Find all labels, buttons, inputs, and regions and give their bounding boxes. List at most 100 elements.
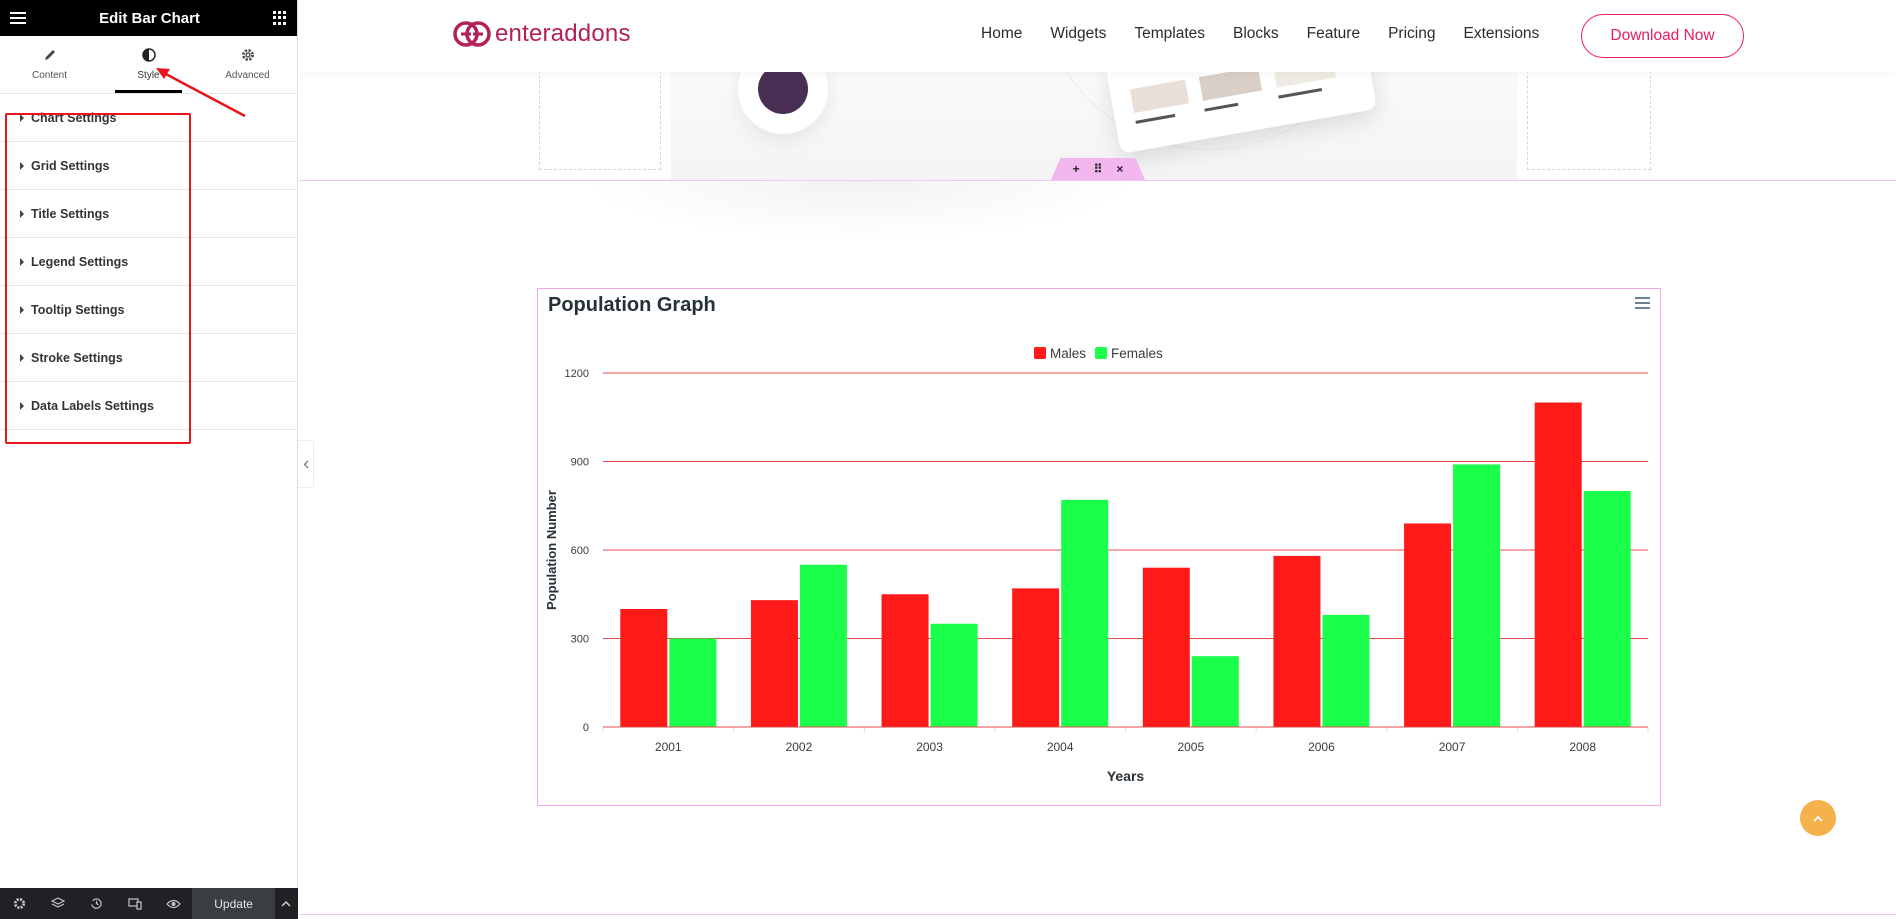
style-sections: Chart Settings Grid Settings Title Setti… [0, 94, 297, 430]
y-tick-label: 0 [583, 722, 589, 734]
tab-advanced[interactable]: Advanced [198, 36, 297, 93]
chart-title: Population Graph [548, 294, 716, 316]
section-data-labels-settings[interactable]: Data Labels Settings [0, 382, 297, 430]
caret-right-icon [20, 257, 24, 266]
preview-eye-icon[interactable] [154, 888, 192, 919]
x-tick-label: 2001 [655, 740, 682, 754]
legend-marker [1034, 347, 1046, 359]
bar-females [799, 564, 847, 727]
chevron-up-icon [1813, 815, 1823, 822]
add-section-icon[interactable]: + [1072, 162, 1080, 176]
tab-content[interactable]: Content [0, 36, 99, 93]
dashed-placeholder [1527, 60, 1651, 170]
x-tick-label: 2005 [1177, 740, 1204, 754]
caret-right-icon [20, 353, 24, 362]
responsive-icon[interactable] [115, 888, 153, 919]
bar-females [1453, 464, 1501, 727]
bar-males [1142, 567, 1190, 727]
nav-extensions[interactable]: Extensions [1463, 25, 1540, 42]
bar-females [930, 623, 978, 727]
section-grid-settings[interactable]: Grid Settings [0, 142, 297, 190]
x-tick-label: 2007 [1439, 740, 1466, 754]
panel-header: Edit Bar Chart [0, 0, 297, 36]
bar-males [1404, 523, 1452, 727]
section-label: Title Settings [31, 206, 110, 221]
x-tick-label: 2008 [1569, 740, 1596, 754]
download-now-button[interactable]: Download Now [1581, 14, 1744, 58]
bar-females [1583, 491, 1631, 727]
editor-panel: Edit Bar Chart Content Style Advanced Ch… [0, 0, 298, 919]
bar-females [669, 638, 717, 727]
contrast-icon [141, 48, 156, 66]
hamburger-menu-icon[interactable] [10, 12, 26, 24]
section-label: Chart Settings [31, 110, 117, 125]
chevron-left-icon [303, 460, 308, 468]
apps-grid-icon[interactable] [272, 11, 287, 25]
nav-templates[interactable]: Templates [1134, 25, 1206, 42]
enteraddons-logo-icon [453, 21, 491, 47]
history-icon[interactable] [77, 888, 115, 919]
section-border [299, 180, 1896, 181]
caret-right-icon [20, 113, 24, 122]
bar-males [620, 609, 668, 727]
tab-style[interactable]: Style [99, 36, 198, 93]
y-tick-label: 600 [571, 545, 589, 557]
section-stroke-settings[interactable]: Stroke Settings [0, 334, 297, 382]
y-tick-label: 1200 [565, 368, 589, 380]
x-axis-title: Years [1107, 768, 1145, 784]
site-navbar: enteraddons Home Widgets Templates Block… [299, 0, 1896, 72]
bar-males [1273, 555, 1321, 727]
section-label: Stroke Settings [31, 350, 123, 365]
bar-males [1534, 402, 1582, 727]
bar-males [750, 600, 798, 727]
caret-right-icon [20, 401, 24, 410]
tab-style-label: Style [137, 70, 160, 81]
nav-pricing[interactable]: Pricing [1388, 25, 1436, 42]
panel-tabs: Content Style Advanced [0, 36, 297, 94]
section-label: Grid Settings [31, 158, 110, 173]
pencil-icon [43, 48, 57, 66]
back-to-top-button[interactable] [1800, 800, 1836, 836]
play-icon [758, 64, 808, 114]
main-nav: Home Widgets Templates Blocks Feature Pr… [981, 25, 1567, 43]
section-label: Legend Settings [31, 254, 129, 269]
site-logo[interactable]: enteraddons [453, 17, 631, 51]
nav-blocks[interactable]: Blocks [1233, 25, 1279, 42]
nav-feature[interactable]: Feature [1306, 25, 1361, 42]
close-icon[interactable]: × [1116, 162, 1124, 176]
nav-home[interactable]: Home [981, 25, 1023, 42]
legend-label: Females [1111, 346, 1163, 361]
bar-chart-widget[interactable]: Population Graph 0 300 600 900 1200 2001 2002 2… [537, 288, 1661, 806]
drag-handle-icon[interactable]: ⠿ [1093, 162, 1103, 176]
settings-gear-icon[interactable] [0, 888, 38, 919]
section-label: Tooltip Settings [31, 302, 125, 317]
section-handle[interactable]: + ⠿ × [1051, 158, 1145, 180]
tab-content-label: Content [31, 70, 68, 81]
chart-menu-icon[interactable] [1635, 297, 1650, 309]
bar-males [881, 594, 929, 727]
gear-icon [241, 48, 255, 66]
x-tick-label: 2002 [786, 740, 813, 754]
nav-widgets[interactable]: Widgets [1050, 25, 1107, 42]
y-tick-label: 300 [571, 634, 589, 646]
tab-advanced-label: Advanced [225, 70, 270, 81]
x-tick-label: 2004 [1047, 740, 1074, 754]
chart-svg: 0 300 600 900 1200 2001 2002 2003 2004 2005 2006 20… [544, 346, 1649, 784]
section-shadow [579, 181, 1139, 241]
section-legend-settings[interactable]: Legend Settings [0, 238, 297, 286]
bar-females [1191, 656, 1239, 727]
section-label: Data Labels Settings [31, 398, 154, 413]
bar-females [1061, 499, 1109, 727]
section-chart-settings[interactable]: Chart Settings [0, 94, 297, 142]
section-title-settings[interactable]: Title Settings [0, 190, 297, 238]
y-tick-label: 900 [571, 457, 589, 469]
dashed-placeholder [539, 60, 661, 170]
layers-icon[interactable] [38, 888, 76, 919]
chevron-up-icon[interactable] [275, 888, 298, 919]
update-button[interactable]: Update [192, 888, 275, 919]
caret-right-icon [20, 305, 24, 314]
panel-title: Edit Bar Chart [99, 9, 200, 27]
section-tooltip-settings[interactable]: Tooltip Settings [0, 286, 297, 334]
collapse-panel-button[interactable] [298, 440, 314, 488]
legend-marker [1095, 347, 1107, 359]
